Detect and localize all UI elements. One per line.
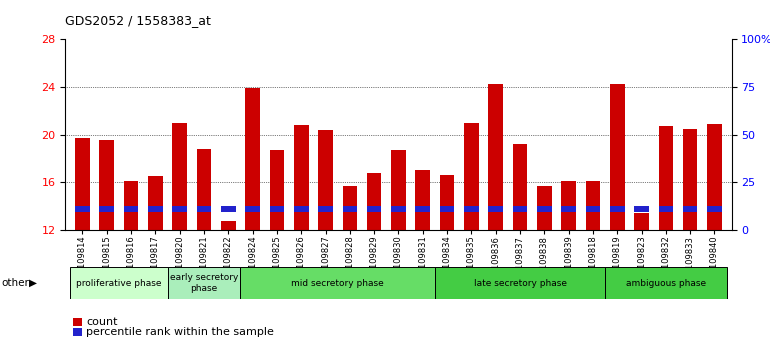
Text: other: other [2,278,29,288]
Bar [683,129,698,230]
Bar [75,138,90,230]
Text: mid secretory phase: mid secretory phase [291,279,384,288]
Bar [196,149,211,230]
Text: percentile rank within the sample: percentile rank within the sample [86,327,274,337]
Text: late secretory phase: late secretory phase [474,279,567,288]
Text: proliferative phase: proliferative phase [76,279,162,288]
Bar [440,206,454,212]
Bar [634,213,649,230]
Text: early secretory
phase: early secretory phase [170,274,238,293]
Bar [513,144,527,230]
Bar [464,206,479,212]
Bar [464,122,479,230]
Bar [561,206,576,212]
Bar [318,130,333,230]
Bar [658,126,673,230]
Bar [172,206,187,212]
Bar [318,206,333,212]
Bar [488,206,503,212]
Bar [586,181,601,230]
Bar [391,150,406,230]
Bar [610,206,624,212]
Bar [367,206,381,212]
Bar [70,267,168,299]
Bar [246,88,260,230]
Bar [683,206,698,212]
Bar [586,206,601,212]
Bar [196,206,211,212]
Bar [561,181,576,230]
Bar [435,267,605,299]
Bar [416,170,430,230]
Bar [75,206,90,212]
Text: ambiguous phase: ambiguous phase [626,279,706,288]
Bar [294,206,309,212]
Bar [124,206,139,212]
Bar [343,206,357,212]
Text: GDS2052 / 1558383_at: GDS2052 / 1558383_at [65,14,211,27]
Bar [513,206,527,212]
Bar [221,221,236,230]
Bar [148,176,162,230]
Bar [605,267,727,299]
Bar [416,206,430,212]
Bar [99,206,114,212]
Bar [246,206,260,212]
Bar [440,175,454,230]
Bar [391,206,406,212]
Bar [270,150,284,230]
Bar [343,186,357,230]
Bar [124,181,139,230]
Bar [270,206,284,212]
Bar [367,173,381,230]
Bar [707,124,721,230]
Bar [488,84,503,230]
Bar [294,125,309,230]
Bar [707,206,721,212]
Bar [168,267,240,299]
Bar [240,267,435,299]
Bar [610,84,624,230]
Bar [172,122,187,230]
Bar [99,141,114,230]
Bar [658,206,673,212]
Text: ▶: ▶ [29,278,37,288]
Text: count: count [86,317,118,327]
Bar [221,206,236,212]
Bar [537,206,551,212]
Bar [148,206,162,212]
Bar [537,186,551,230]
Bar [634,206,649,212]
